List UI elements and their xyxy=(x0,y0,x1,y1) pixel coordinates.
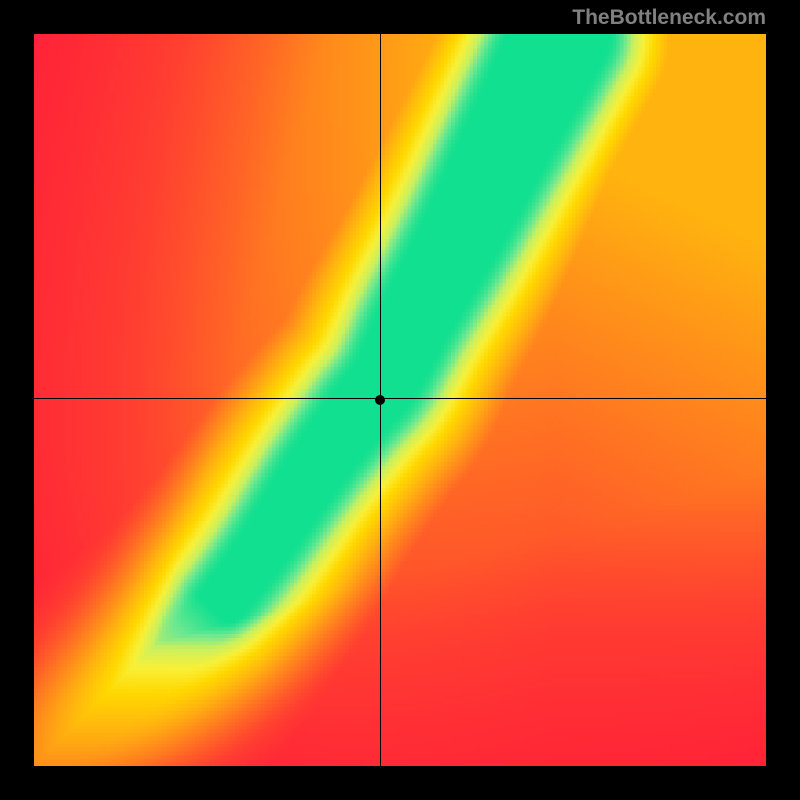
crosshair-horizontal xyxy=(34,398,766,399)
watermark-text: TheBottleneck.com xyxy=(572,6,766,30)
selection-marker xyxy=(375,395,385,405)
chart-container: TheBottleneck.com xyxy=(0,0,800,800)
bottleneck-heatmap xyxy=(34,34,766,766)
